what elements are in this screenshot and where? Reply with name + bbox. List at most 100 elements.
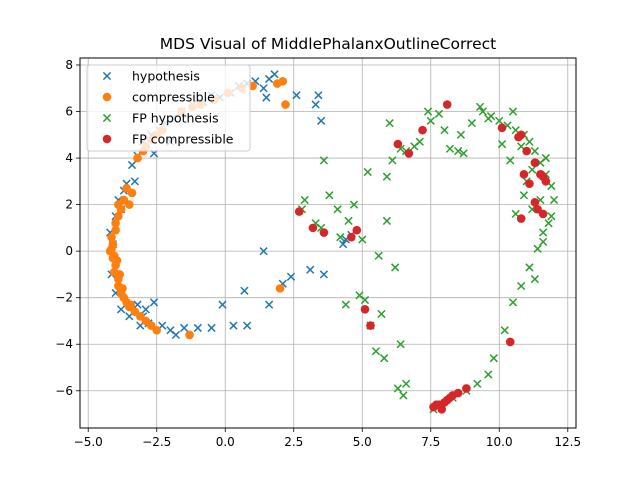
fp-hypothesis-point [508,298,518,307]
fp-compressible-point [516,130,526,140]
hypothesis-point [286,272,296,281]
fp-hypothesis-point [341,300,350,309]
fp-hypothesis-point [525,137,534,146]
y-tick-label: −6 [55,384,73,398]
fp-hypothesis-point [434,109,444,118]
hypothesis-point [306,265,315,274]
legend-marker-hypothesis [102,71,112,81]
fp-hypothesis-point [549,195,559,205]
x-tick-label: 5.0 [353,435,372,449]
fp-hypothesis-point [423,107,433,116]
hypothesis-point [229,321,238,330]
fp-hypothesis-point [399,391,408,400]
fp-compressible-point [530,197,540,207]
fp-hypothesis-point [391,263,400,272]
compressible-point [107,232,116,242]
legend-label-fp-hypothesis: FP hypothesis [132,111,219,126]
hypothesis-point [218,300,227,309]
fp-hypothesis-point [371,347,381,356]
fp-compressible-point [538,209,548,219]
hypothesis-point [141,305,150,314]
fp-hypothesis-point [393,384,403,393]
fp-hypothesis-point [497,139,507,149]
hypothesis-point [240,286,249,295]
y-tick-label: −4 [55,337,73,351]
y-tick-label: −2 [55,291,73,305]
fp-hypothesis-point [530,274,540,284]
fp-hypothesis-point [500,326,509,335]
fp-hypothesis-point [478,107,487,116]
fp-hypothesis-point [382,172,392,181]
fp-hypothesis-point [533,244,542,253]
fp-hypothesis-point [484,370,493,379]
x-tick-label: 2.5 [284,435,303,449]
compressible-point [278,76,288,86]
fp-hypothesis-point [344,216,353,226]
compressible-point [152,325,162,335]
compressible-point [275,284,285,293]
fp-hypothesis-point [506,156,515,165]
fp-compressible-point [505,337,515,347]
compressible-point [122,184,131,193]
fp-hypothesis-point [544,219,553,228]
axis-ticks: −5.0 −2.5 0.0 2.5 5.0 7.5 10.0 12.5 −6 −4 −2 0 2 4 6 8 [55,58,581,449]
fp-compressible-point [308,223,318,233]
x-tick-label: 0.0 [216,435,235,449]
fp-hypothesis-point [440,126,449,135]
fp-hypothesis-point [538,228,548,237]
chart-title: MDS Visual of MiddlePhalanxOutlineCorrec… [160,35,496,53]
fp-hypothesis-point [382,216,392,226]
fp-compressible-point [497,123,507,133]
fp-hypothesis-point [454,146,463,156]
fp-hypothesis-point [525,263,534,272]
fp-hypothesis-point [495,116,504,125]
fp-hypothesis-point [396,340,405,349]
fp-hypothesis-point [528,165,537,174]
fp-compressible-point [536,170,545,179]
compressible-point [126,300,135,309]
fp-hypothesis-point [385,119,394,128]
legend-marker-fp-compressible [102,134,112,144]
fp-compressible-point [360,305,370,314]
fp-compressible-point [530,158,540,168]
compressible-point [111,218,120,228]
fp-hypothesis-point [473,379,482,388]
hypothesis-point [243,321,252,330]
compressible-point [111,225,120,235]
legend-marker-compressible [102,92,112,102]
fp-hypothesis-point [380,354,389,363]
fp-compressible-point [522,146,531,156]
plot-frame [79,57,577,429]
compressible-point [133,153,142,163]
data-points [105,70,559,414]
fp-compressible-point [404,149,414,158]
legend-label-hypothesis: hypothesis [132,69,200,84]
fp-compressible-point [516,214,526,223]
hypothesis-point [133,300,142,309]
hypothesis-point [193,323,202,333]
hypothesis-point [314,91,323,100]
legend: hypothesis compressible FP hypothesis FP co… [86,64,251,152]
y-tick-label: 0 [65,244,73,258]
fp-hypothesis-point [475,102,485,111]
fp-compressible-point [346,232,356,242]
fp-hypothesis-point [519,191,529,200]
fp-hypothesis-point [541,153,550,163]
fp-compressible-point [431,400,441,410]
compressible-point [115,270,125,279]
x-tick-label: 7.5 [421,435,440,449]
hypothesis-point [127,160,137,170]
fp-compressible-point [352,225,362,235]
fp-hypothesis-point [333,205,342,214]
fp-compressible-point [519,170,529,179]
fp-hypothesis-point [374,251,383,260]
fp-hypothesis-point [530,146,540,156]
legend-box [86,64,251,152]
fp-compressible-point [366,321,375,330]
fp-hypothesis-point [517,281,526,291]
fp-hypothesis-point [349,200,359,209]
hypothesis-point [171,330,181,340]
hypothesis-point [264,300,274,309]
fp-hypothesis-point [538,237,548,246]
